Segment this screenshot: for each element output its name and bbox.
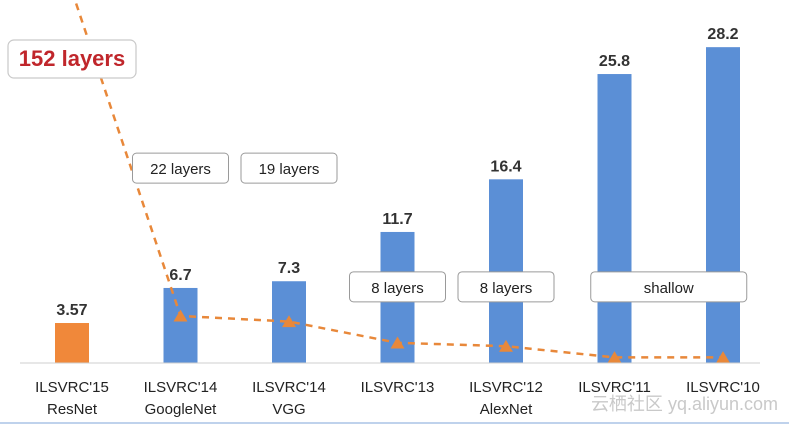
depth-label: 8 layers	[480, 280, 533, 297]
trend-point	[607, 351, 622, 363]
category-label: ILSVRC'15	[35, 379, 109, 396]
value-label: 3.57	[56, 302, 87, 319]
category-label: ILSVRC'12	[469, 379, 543, 396]
depth-label: 19 layers	[259, 161, 320, 178]
category-label: ILSVRC'11	[578, 379, 651, 396]
bar	[55, 323, 89, 363]
bar	[706, 47, 740, 363]
depth-label-box	[240, 152, 338, 184]
value-label: 11.7	[382, 211, 412, 228]
callout-label: 152 layers	[19, 46, 125, 71]
trend-point	[173, 309, 188, 322]
value-label: 16.4	[490, 158, 521, 175]
trend-point	[716, 351, 730, 363]
value-label: 7.3	[278, 260, 300, 277]
bar	[489, 179, 523, 363]
category-label: ILSVRC'13	[361, 379, 435, 396]
category-sublabel: AlexNet	[480, 401, 533, 418]
category-label: ILSVRC'14	[144, 379, 218, 396]
depth-label-box	[132, 152, 229, 184]
category-sublabel: VGG	[272, 401, 305, 418]
value-label: 28.2	[707, 26, 738, 43]
depth-label-box	[349, 271, 446, 303]
depth-label: shallow	[644, 280, 694, 297]
depth-label: 22 layers	[150, 161, 211, 178]
depth-label: 8 layers	[371, 280, 424, 297]
category-sublabel: ResNet	[47, 401, 98, 418]
value-label: 6.7	[169, 267, 191, 284]
callout-box	[7, 39, 137, 79]
category-label: ILSVRC'14	[252, 379, 326, 396]
trend-point	[282, 315, 296, 328]
watermark-text: 云栖社区 yq.aliyun.com	[591, 394, 778, 414]
trend-point	[390, 336, 405, 349]
bar	[163, 287, 198, 363]
category-sublabel: GoogleNet	[145, 401, 218, 418]
bar	[597, 74, 632, 363]
category-label: ILSVRC'10	[686, 379, 760, 396]
depth-label-box	[457, 271, 555, 303]
depth-label-box	[590, 271, 748, 303]
trend-point	[499, 339, 513, 352]
value-label: 25.8	[599, 53, 630, 70]
